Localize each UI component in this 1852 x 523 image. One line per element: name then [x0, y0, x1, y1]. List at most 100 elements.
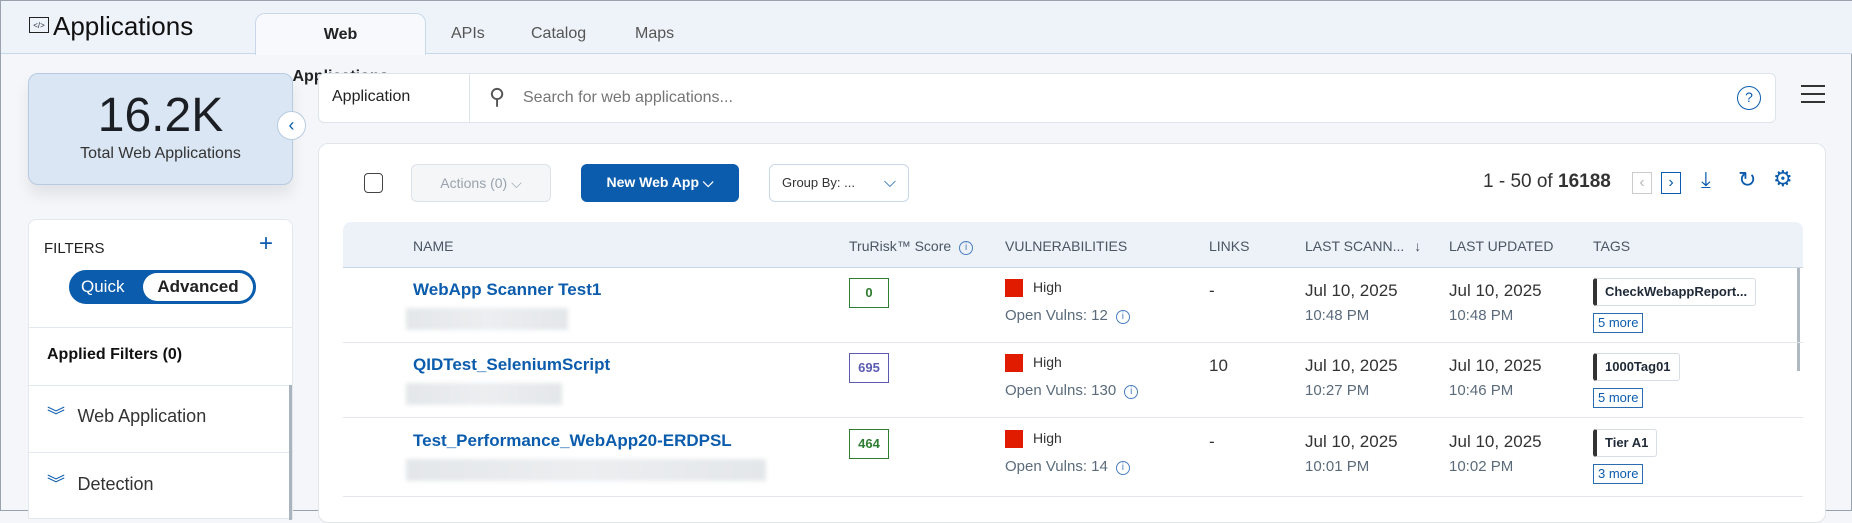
tag-chip[interactable]: CheckWebappReport...: [1593, 278, 1757, 306]
links-count: -: [1209, 281, 1215, 300]
table-row[interactable]: [343, 419, 1803, 497]
new-web-app-button[interactable]: New Web App ⌵: [581, 164, 739, 202]
severity-label: High: [1033, 354, 1062, 370]
group-by-select[interactable]: Group By: ... ⌵: [769, 164, 909, 202]
open-vulns: Open Vulns: 130 i: [1005, 382, 1139, 399]
tab-apis[interactable]: APIs: [451, 25, 485, 42]
filter-group-label: Detection: [77, 474, 154, 494]
col-last-scanned[interactable]: LAST SCANN... ↓: [1305, 238, 1421, 254]
menu-icon[interactable]: [1801, 85, 1825, 103]
col-name[interactable]: NAME: [413, 238, 454, 254]
open-vulns-text: Open Vulns: 12: [1005, 307, 1108, 324]
col-trurisk-score[interactable]: TruRisk™ Score i: [849, 238, 974, 255]
group-by-label: Group By: ...: [782, 175, 855, 190]
trurisk-score-badge: 464: [849, 429, 889, 459]
filter-group-label: Web Application: [77, 406, 207, 426]
col-tags[interactable]: TAGS: [1593, 238, 1631, 254]
tag-chip[interactable]: 1000Tag01: [1593, 353, 1680, 381]
col-label: TruRisk™ Score: [849, 238, 952, 254]
table-row[interactable]: [343, 268, 1803, 343]
info-icon[interactable]: i: [959, 241, 974, 255]
severity-high-icon: [1005, 279, 1023, 297]
search-bar: Application ⚲ ?: [318, 73, 1776, 123]
code-window-icon: </>: [29, 17, 49, 33]
filters-panel: FILTERS + Quick Advanced Applied Filters…: [28, 219, 293, 520]
search-scope-select[interactable]: Application: [332, 88, 411, 105]
last-updated-date: Jul 10, 2025: [1449, 281, 1542, 300]
select-all-checkbox[interactable]: [364, 173, 383, 193]
last-updated-time: 10:48 PM: [1449, 307, 1514, 324]
last-scanned-time: 10:48 PM: [1305, 307, 1370, 324]
search-input[interactable]: [523, 84, 1523, 112]
tab-catalog[interactable]: Catalog: [531, 25, 587, 42]
refresh-icon[interactable]: ↻: [1738, 167, 1757, 192]
app-name-link[interactable]: QIDTest_SeleniumScript: [413, 355, 611, 374]
divider: [29, 385, 292, 386]
double-chevron-down-icon: ︾: [47, 406, 65, 426]
sort-down-icon: ↓: [1414, 238, 1422, 254]
table-scrollbar[interactable]: [1797, 268, 1800, 371]
app-name-link[interactable]: WebApp Scanner Test1: [413, 280, 602, 299]
filter-group-web-application[interactable]: ︾ Web Application: [47, 402, 277, 438]
redacted-url: [406, 383, 562, 405]
prev-page-button[interactable]: ‹: [1632, 172, 1652, 194]
links-count: 10: [1209, 356, 1228, 375]
help-icon[interactable]: ?: [1737, 86, 1761, 110]
toggle-advanced[interactable]: Advanced: [143, 273, 253, 301]
info-icon[interactable]: i: [1115, 310, 1130, 324]
chevron-down-icon: ⌵: [883, 174, 896, 191]
severity-label: High: [1033, 430, 1062, 446]
page-title: Applications: [53, 11, 194, 41]
collapse-sidebar-button[interactable]: ‹: [277, 111, 306, 140]
settings-gear-icon[interactable]: ⚙: [1773, 166, 1793, 191]
filter-group-detection[interactable]: ︾ Detection: [47, 470, 277, 506]
last-scanned-time: 10:27 PM: [1305, 382, 1370, 399]
download-icon[interactable]: ⤓: [1701, 167, 1711, 192]
more-tags-link[interactable]: 5 more: [1593, 388, 1644, 408]
col-vulnerabilities[interactable]: VULNERABILITIES: [1005, 238, 1128, 254]
more-tags-link[interactable]: 3 more: [1593, 464, 1644, 484]
last-scanned-date: Jul 10, 2025: [1305, 432, 1398, 451]
double-chevron-down-icon: ︾: [47, 474, 65, 494]
trurisk-score-badge: 0: [849, 278, 889, 308]
filter-mode-toggle: Quick Advanced: [69, 270, 256, 304]
new-web-app-label: New Web App: [606, 174, 700, 190]
info-icon[interactable]: i: [1115, 461, 1130, 475]
open-vulns: Open Vulns: 12 i: [1005, 307, 1130, 324]
tag-chip[interactable]: Tier A1: [1593, 429, 1658, 457]
actions-label: Actions (0): [440, 175, 508, 191]
filters-scrollbar[interactable]: [289, 385, 292, 520]
add-filter-icon[interactable]: +: [259, 230, 274, 257]
total-web-apps-card: 16.2K Total Web Applications: [28, 73, 293, 185]
total-count: 16.2K: [97, 89, 224, 142]
total-label: Total Web Applications: [80, 145, 241, 162]
severity-high-icon: [1005, 354, 1023, 372]
next-page-button[interactable]: ›: [1661, 172, 1681, 194]
toggle-quick[interactable]: Quick: [81, 277, 125, 296]
col-last-updated[interactable]: LAST UPDATED: [1449, 238, 1554, 254]
last-scanned-date: Jul 10, 2025: [1305, 356, 1398, 375]
table-header: [343, 222, 1803, 268]
table-row[interactable]: [343, 343, 1803, 418]
divider: [29, 452, 292, 453]
open-vulns-text: Open Vulns: 130: [1005, 382, 1117, 399]
open-vulns-text: Open Vulns: 14: [1005, 458, 1108, 475]
severity-high-icon: [1005, 430, 1023, 448]
open-vulns: Open Vulns: 14 i: [1005, 458, 1130, 475]
total-text: 16188: [1558, 171, 1611, 192]
app-name-link[interactable]: Test_Performance_WebApp20-ERDPSL: [413, 431, 732, 450]
severity-label: High: [1033, 279, 1062, 295]
divider: [469, 74, 470, 122]
actions-button[interactable]: Actions (0) ⌵: [411, 164, 551, 202]
tab-web-applications[interactable]: Web Applications: [255, 13, 426, 85]
pagination-range: 1 - 50 of 16188: [1483, 171, 1611, 193]
last-scanned-date: Jul 10, 2025: [1305, 281, 1398, 300]
col-links[interactable]: LINKS: [1209, 238, 1250, 254]
info-icon[interactable]: i: [1124, 385, 1139, 399]
tab-maps[interactable]: Maps: [635, 25, 675, 42]
more-tags-link[interactable]: 5 more: [1593, 313, 1644, 333]
last-updated-time: 10:46 PM: [1449, 382, 1514, 399]
last-scanned-time: 10:01 PM: [1305, 458, 1370, 475]
redacted-url: [406, 308, 568, 330]
trurisk-score-badge: 695: [849, 353, 889, 383]
